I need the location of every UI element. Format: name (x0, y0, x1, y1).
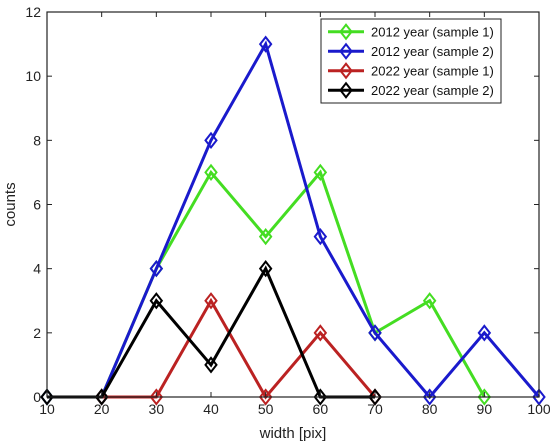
y-tick-label: 12 (25, 4, 41, 20)
series-1 (40, 163, 492, 406)
x-axis-label: width [pix] (259, 425, 327, 442)
data-point (149, 292, 164, 310)
y-tick-label: 8 (33, 132, 41, 148)
x-tick-label: 70 (367, 401, 383, 417)
data-point (313, 324, 328, 342)
x-tick-label: 60 (313, 401, 329, 417)
y-tick-label: 4 (33, 261, 41, 277)
legend-item: 2012 year (sample 2) (328, 42, 494, 60)
data-point (258, 388, 273, 406)
data-point (368, 388, 382, 406)
legend-label: 2012 year (sample 2) (371, 44, 494, 59)
data-point (40, 388, 54, 406)
axes: 10 20 30 40 50 60 70 80 90 100 0 2 4 6 8 10 12 (25, 4, 550, 417)
x-tick-label: 100 (527, 401, 550, 417)
data-point (204, 356, 218, 374)
data-point (313, 163, 328, 182)
legend-label: 2022 year (sample 1) (371, 63, 494, 78)
legend-item: 2022 year (sample 2) (328, 81, 494, 99)
y-tick-label: 6 (33, 197, 41, 213)
legend-swatch-marker (339, 81, 353, 99)
x-tick-label: 80 (422, 401, 438, 417)
series-line (47, 40, 541, 400)
legend-swatch-marker (339, 23, 353, 41)
y-tick-label: 0 (33, 389, 41, 405)
data-point (422, 292, 437, 310)
legend-swatch-marker (339, 62, 353, 80)
legend-swatch-marker (339, 42, 353, 60)
y-tick-label: 2 (33, 325, 41, 341)
x-tick-label: 50 (258, 401, 274, 417)
data-point (313, 227, 328, 246)
series-line (47, 169, 486, 399)
data-point (422, 388, 437, 406)
legend: 2012 year (sample 1) 2012 year (sample 2)… (320, 18, 502, 104)
data-point (532, 388, 546, 406)
y-axis-label: counts (2, 182, 19, 226)
legend-item: 2012 year (sample 1) (328, 23, 494, 41)
data-point (477, 324, 492, 342)
data-point (258, 35, 273, 53)
data-point (258, 260, 273, 278)
data-point (94, 388, 109, 406)
x-tick-label: 10 (39, 401, 55, 417)
data-point (149, 388, 164, 406)
data-point (204, 131, 218, 149)
data-point (477, 388, 492, 406)
y-tick-label: 10 (25, 68, 41, 84)
legend-item: 2022 year (sample 1) (328, 62, 494, 80)
data-point (204, 163, 218, 182)
x-tick-label: 30 (149, 401, 165, 417)
legend-label: 2022 year (sample 2) (371, 83, 494, 98)
data-point (313, 388, 328, 406)
series-4 (40, 260, 382, 406)
data-point (204, 292, 218, 310)
x-tick-label: 90 (477, 401, 493, 417)
data-point (258, 227, 273, 246)
x-tick-label: 40 (203, 401, 219, 417)
x-tick-label: 20 (94, 401, 110, 417)
legend-label: 2012 year (sample 1) (371, 24, 494, 39)
data-point (149, 260, 164, 278)
data-point (368, 324, 382, 342)
